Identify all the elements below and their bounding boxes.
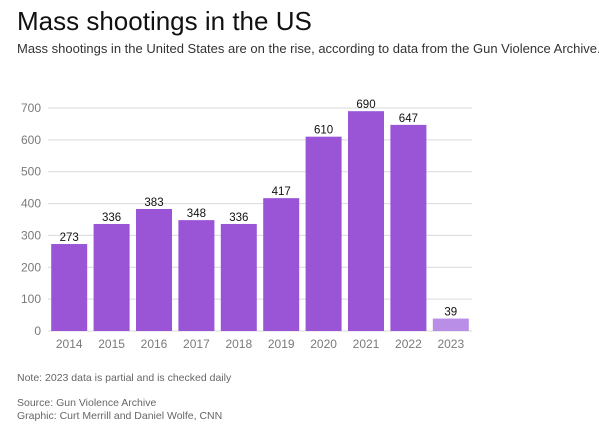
bar-2016	[136, 208, 172, 331]
bar-2018	[220, 223, 257, 331]
bar-value-label-2020: 610	[314, 125, 333, 137]
bar-2015	[93, 223, 130, 331]
x-tick-label-2016: 2016	[141, 337, 168, 351]
bar-2020	[305, 136, 342, 331]
bar-2023	[432, 318, 469, 331]
bar-value-label-2019: 417	[272, 186, 291, 198]
bar-chart: 0 100 200 300 400 500 600 700 273 2014 336 2015 383 2…	[0, 90, 599, 360]
chart-subtitle: Mass shootings in the United States are …	[17, 41, 599, 56]
bar-value-label-2014: 273	[60, 232, 79, 244]
y-tick-label: 400	[21, 197, 41, 211]
bar-value-label-2018: 336	[229, 212, 248, 224]
y-tick-label: 500	[21, 165, 41, 179]
x-tick-label-2023: 2023	[437, 337, 464, 351]
x-tick-label-2019: 2019	[268, 337, 295, 351]
bar-2022	[390, 124, 427, 332]
y-tick-label: 0	[34, 324, 41, 338]
x-tick-label-2014: 2014	[56, 337, 83, 351]
bar-chart-svg: 0 100 200 300 400 500 600 700 273 2014 336 2015 383 2…	[21, 99, 472, 351]
bar-2021	[348, 111, 384, 331]
x-tick-label-2020: 2020	[310, 337, 337, 351]
y-tick-label: 700	[21, 101, 41, 115]
x-tick-label-2015: 2015	[98, 337, 125, 351]
bar-value-label-2017: 348	[187, 208, 206, 220]
x-tick-label-2021: 2021	[353, 337, 380, 351]
y-tick-label: 600	[21, 133, 41, 147]
graphic-credit: Graphic: Curt Merrill and Daniel Wolfe, …	[17, 410, 223, 422]
bar-2017	[178, 220, 215, 331]
source-credit: Source: Gun Violence Archive	[17, 397, 157, 409]
x-tick-label-2022: 2022	[395, 337, 422, 351]
x-tick-label-2017: 2017	[183, 337, 210, 351]
y-tick-label: 200	[21, 260, 41, 274]
bar-value-label-2023: 39	[444, 307, 457, 319]
y-tick-label: 300	[21, 228, 41, 242]
y-tick-label: 100	[21, 292, 41, 306]
bar-2014	[51, 244, 88, 331]
bar-2019	[263, 198, 300, 331]
partial-data-note: Note: 2023 data is partial and is checke…	[17, 372, 232, 384]
bar-value-label-2015: 336	[102, 212, 121, 224]
x-tick-label-2018: 2018	[225, 337, 252, 351]
bar-value-label-2016: 383	[144, 197, 163, 209]
chart-title: Mass shootings in the US	[17, 6, 312, 36]
bar-value-label-2022: 647	[399, 113, 418, 125]
chart-notes: Note: 2023 data is partial and is checke…	[17, 372, 231, 423]
bar-value-label-2021: 690	[356, 99, 375, 111]
